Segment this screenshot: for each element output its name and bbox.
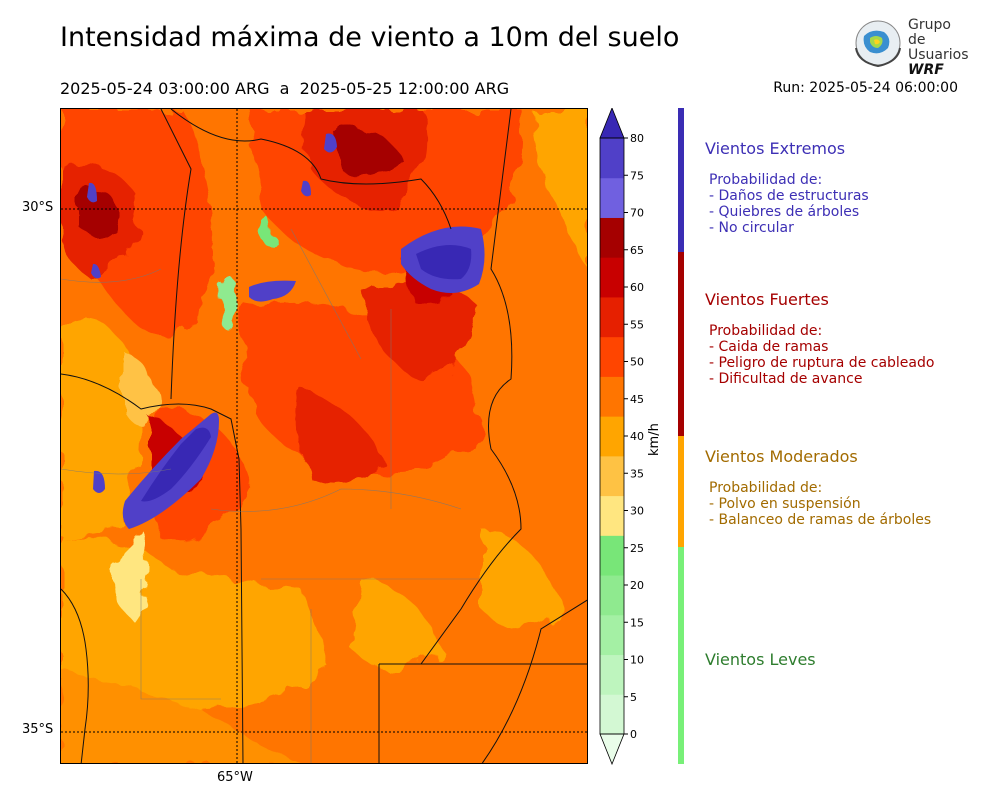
legend-item: - Dificultad de avance <box>709 371 863 387</box>
colorbar: 0 5 10 15 20 25 30 35 40 45 50 55 60 65 70 75 80 <box>598 106 644 768</box>
colorbar-tick-label: 40 <box>630 430 644 443</box>
colorbar-tick-label: 75 <box>630 169 644 182</box>
colorbar-tick-label: 5 <box>630 691 637 704</box>
legend-item: - Balanceo de ramas de árboles <box>709 512 932 528</box>
legend-bar-extreme <box>678 108 684 252</box>
colorbar-segment <box>600 495 624 536</box>
legend-bar-strong <box>678 252 684 436</box>
logo-line-2: Usuarios <box>908 47 969 63</box>
colorbar-extend-min <box>599 733 625 766</box>
legend-heading-light: Vientos Leves <box>705 650 816 669</box>
lon-label-65w: 65°W <box>217 770 253 785</box>
legend-item: - Daños de estructuras <box>709 188 869 204</box>
legend-item: - Quiebres de árboles <box>709 204 860 220</box>
colorbar-svg: 0 5 10 15 20 25 30 35 40 45 50 55 60 65 70 75 80 <box>599 106 644 766</box>
map-title: Intensidad máxima de viento a 10m del su… <box>60 22 680 53</box>
colorbar-segment <box>600 296 624 338</box>
legend-heading-moderate: Vientos Moderados <box>705 447 858 466</box>
colorbar-segment <box>600 138 624 179</box>
colorbar-tick-label: 30 <box>630 505 644 518</box>
wind-field-svg <box>61 109 587 763</box>
legend-item: - Peligro de ruptura de cableado <box>709 355 935 371</box>
colorbar-tick-label: 35 <box>630 467 644 480</box>
legend-text-strong: Probabilidad de: - Caida de ramas - Peli… <box>709 323 934 387</box>
colorbar-tick-label: 55 <box>630 318 644 331</box>
legend-text-extreme: Probabilidad de: - Daños de estructuras … <box>709 172 869 236</box>
colorbar-segment <box>600 257 624 298</box>
colorbar-segment <box>600 455 624 497</box>
grupo-usuarios-wrf-logo: Grupo de Usuarios WRF <box>850 17 970 78</box>
legend-heading-extreme: Vientos Extremos <box>705 139 846 158</box>
colorbar-segment <box>600 416 624 457</box>
colorbar-tick-label: 15 <box>630 616 644 629</box>
colorbar-segment <box>600 336 624 377</box>
colorbar-segment <box>600 217 624 258</box>
colorbar-tick-label: 0 <box>630 728 637 741</box>
legend-intro: Probabilidad de: <box>709 172 823 188</box>
colorbar-segment <box>600 177 624 218</box>
legend-item: - Polvo en suspensión <box>709 496 861 512</box>
globe-logo-icon <box>855 20 901 68</box>
colorbar-segment <box>600 575 624 616</box>
legend-bar-light <box>678 547 684 764</box>
forecast-period: 2025-05-24 03:00:00 ARG a 2025-05-25 12:… <box>60 79 510 98</box>
legend-heading-strong: Vientos Fuertes <box>705 290 829 309</box>
legend-bar-moderate <box>678 436 684 547</box>
colorbar-tick-label: 65 <box>630 244 644 257</box>
colorbar-segment <box>600 614 624 656</box>
colorbar-unit: km/h <box>647 423 662 456</box>
logo-line-1: Grupo de <box>908 17 951 48</box>
legend-item: - No circular <box>709 220 794 236</box>
model-run-time: Run: 2025-05-24 06:00:00 <box>773 80 958 96</box>
legend-intro: Probabilidad de: <box>709 323 823 339</box>
colorbar-tick-label: 20 <box>630 579 644 592</box>
colorbar-segment <box>600 376 624 417</box>
legend-intro: Probabilidad de: <box>709 480 823 496</box>
colorbar-tick-label: 70 <box>630 207 644 220</box>
colorbar-tick-label: 80 <box>630 132 644 145</box>
colorbar-tick-label: 25 <box>630 542 644 555</box>
legend-text-moderate: Probabilidad de: - Polvo en suspensión -… <box>709 480 931 528</box>
colorbar-segment <box>600 654 624 695</box>
lat-label-30s: 30°S <box>22 200 54 215</box>
colorbar-segment <box>600 535 624 576</box>
wind-intensity-map[interactable] <box>60 108 588 764</box>
colorbar-tick-label: 45 <box>630 393 644 406</box>
colorbar-tick-label: 50 <box>630 356 644 369</box>
colorbar-segment <box>600 694 624 735</box>
colorbar-tick-label: 10 <box>630 654 644 667</box>
colorbar-extend-max <box>599 106 625 139</box>
legend-item: - Caida de ramas <box>709 339 829 355</box>
colorbar-tick-label: 60 <box>630 281 644 294</box>
logo-line-3: WRF <box>908 62 944 78</box>
lat-label-35s: 35°S <box>22 722 54 737</box>
